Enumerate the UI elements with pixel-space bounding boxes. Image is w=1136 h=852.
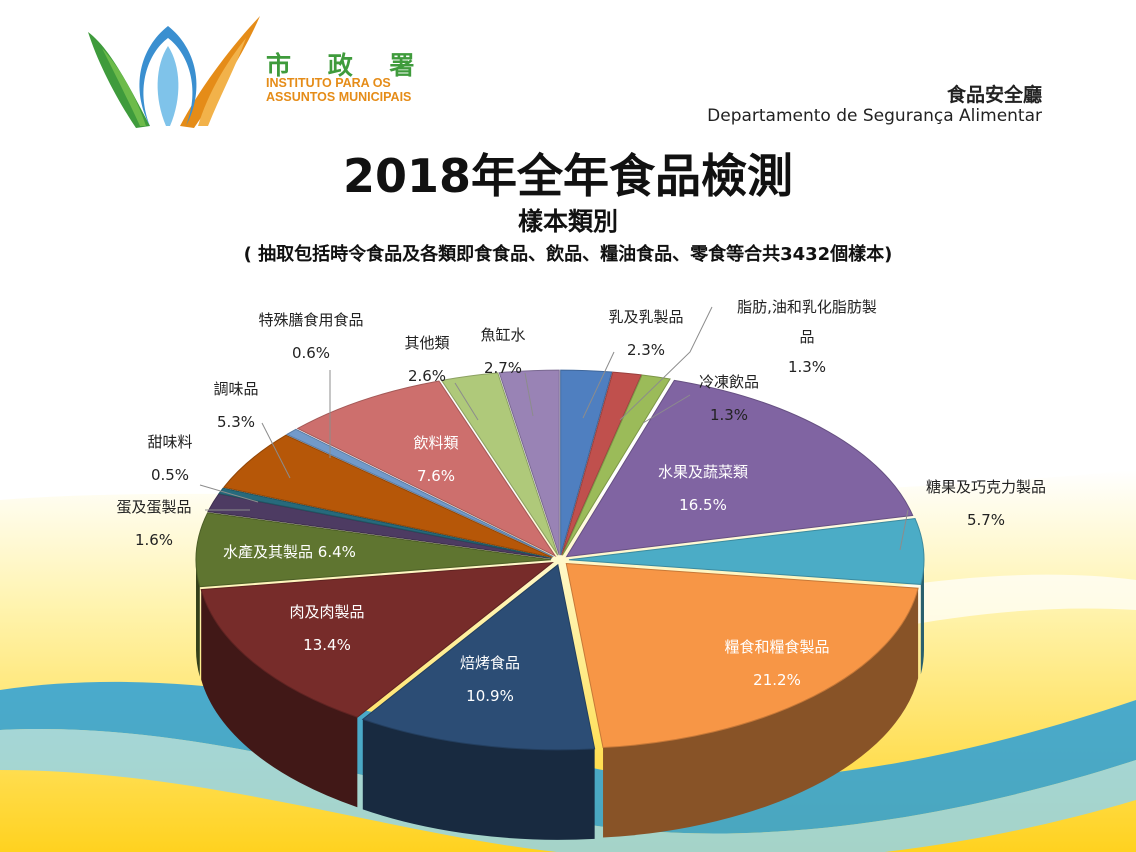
slice-15-leader-line bbox=[524, 372, 534, 417]
slice-14-value: 2.6% bbox=[408, 367, 446, 385]
slice-7-name: 肉及肉製品 bbox=[289, 603, 364, 621]
municipal-logo-icon bbox=[88, 16, 260, 128]
slice-8-top bbox=[195, 512, 552, 588]
slice-9-value: 1.6% bbox=[135, 531, 173, 549]
slice-2-top bbox=[561, 374, 671, 556]
slice-1-name: 脂肪,油和乳化脂肪製 bbox=[737, 298, 877, 316]
slice-12-top bbox=[285, 428, 554, 558]
slice-15-label: 魚缸水 2.7% bbox=[480, 326, 525, 377]
slice-11-name: 調味品 bbox=[213, 380, 258, 398]
slice-14-top bbox=[440, 372, 559, 556]
slice-5-label: 糧食和糧食製品 21.2% bbox=[724, 638, 829, 689]
chart-title: 2018年全年食品檢測 bbox=[342, 149, 794, 203]
slice-2-name: 冷凍飲品 bbox=[699, 373, 759, 391]
logo-chinese-name: 市 政 署 bbox=[266, 51, 429, 80]
slice-5-top bbox=[565, 563, 919, 749]
slice-8-side bbox=[196, 559, 200, 677]
department-chinese: 食品安全廳 bbox=[946, 84, 1042, 106]
slice-7-label: 肉及肉製品 13.4% bbox=[289, 603, 364, 654]
pie-slice-tops bbox=[195, 369, 925, 751]
slice-7-top bbox=[200, 562, 555, 718]
slice-13-name: 飲料類 bbox=[413, 434, 458, 452]
slice-10-leader-line bbox=[199, 484, 259, 503]
slice-13-label: 飲料類 7.6% bbox=[413, 434, 458, 485]
slice-10-label: 甜味料 0.5% bbox=[147, 433, 192, 484]
chart-note: ( 抽取包括時令食品及各類即食食品、飲品、糧油食品、零食等合共3432個樣本) bbox=[243, 244, 893, 265]
slice-4-top bbox=[568, 517, 925, 585]
slice-0-label: 乳及乳製品 2.3% bbox=[608, 308, 683, 359]
slice-14-name: 其他類 bbox=[404, 334, 449, 352]
slice-5-name: 糧食和糧食製品 bbox=[724, 638, 829, 656]
logo-portuguese-name: INSTITUTO PARA OS ASSUNTOS MUNICIPAIS bbox=[266, 76, 466, 104]
slice-3-label: 水果及蔬菜類 16.5% bbox=[658, 463, 748, 514]
slice-7-value: 13.4% bbox=[303, 636, 351, 654]
slice-12-name: 特殊膳食用食品 bbox=[258, 311, 363, 329]
slice-13-top bbox=[296, 380, 557, 558]
slice-0-name: 乳及乳製品 bbox=[608, 308, 683, 326]
slice-12-value: 0.6% bbox=[292, 344, 330, 362]
logo-portuguese-line1: INSTITUTO PARA OS bbox=[266, 76, 391, 90]
slice-11-top bbox=[222, 434, 553, 558]
logo-portuguese-line2: ASSUNTOS MUNICIPAIS bbox=[266, 90, 412, 104]
chart-subtitle: 樣本類別 bbox=[517, 207, 618, 236]
slice-1-leader-line bbox=[619, 306, 713, 421]
slice-9-label: 蛋及蛋製品 1.6% bbox=[116, 498, 191, 549]
slice-6-top bbox=[361, 563, 596, 751]
slice-3-top bbox=[565, 379, 914, 558]
slice-13-value: 7.6% bbox=[417, 467, 455, 485]
slice-15-top bbox=[498, 369, 560, 556]
slice-5-value: 21.2% bbox=[753, 671, 801, 689]
slice-7-side bbox=[201, 589, 358, 808]
slice-15-value: 2.7% bbox=[484, 359, 522, 377]
slice-1-value: 1.3% bbox=[788, 358, 826, 376]
slice-3-value: 16.5% bbox=[679, 496, 727, 514]
slice-4-label: 糖果及巧克力製品 5.7% bbox=[926, 478, 1046, 529]
slice-0-top bbox=[560, 369, 613, 556]
slice-4-name: 糖果及巧克力製品 bbox=[926, 478, 1046, 496]
slice-0-leader-line bbox=[582, 351, 615, 419]
slice-11-leader-line bbox=[261, 422, 291, 479]
slice-15-name: 魚缸水 bbox=[480, 326, 525, 344]
slice-14-label: 其他類 2.6% bbox=[404, 334, 449, 385]
slice-11-label: 調味品 5.3% bbox=[213, 380, 258, 431]
slice-8-name: 水產及其製品 bbox=[223, 543, 318, 561]
slice-9-name: 蛋及蛋製品 bbox=[116, 498, 191, 516]
slice-1-label: 脂肪,油和乳化脂肪製品 1.3% bbox=[737, 298, 877, 376]
slice-6-label: 焙烤食品 10.9% bbox=[460, 654, 520, 705]
slice-11-value: 5.3% bbox=[217, 413, 255, 431]
slice-6-value: 10.9% bbox=[466, 687, 514, 705]
slice-8-label: 水產及其製品 6.4% bbox=[223, 543, 356, 561]
slice-2-label: 冷凍飲品 1.3% bbox=[699, 373, 759, 424]
slice-4-leader-line bbox=[899, 509, 909, 551]
slice-2-value: 1.3% bbox=[710, 406, 748, 424]
slice-8-value: 6.4% bbox=[318, 543, 356, 561]
department-portuguese: Departamento de Segurança Alimentar bbox=[707, 106, 1042, 126]
slice-4-side bbox=[920, 559, 924, 675]
slice-12-label: 特殊膳食用食品 0.6% bbox=[258, 311, 363, 362]
slice-6-name: 焙烤食品 bbox=[460, 654, 520, 672]
slice-1-name-end: 品 bbox=[799, 328, 814, 346]
slice-5-side bbox=[603, 588, 919, 838]
pie-labels: 乳及乳製品 2.3% 脂肪,油和乳化脂肪製品 1.3% 冷凍飲品 1.3% 水果及蔬菜類 16… bbox=[116, 298, 1046, 705]
slice-3-name: 水果及蔬菜類 bbox=[658, 463, 748, 481]
slice-14-leader-line bbox=[454, 382, 479, 421]
slice-4-value: 5.7% bbox=[967, 511, 1005, 529]
slice-10-value: 0.5% bbox=[151, 466, 189, 484]
slice-10-name: 甜味料 bbox=[147, 433, 192, 451]
slice-2-leader-line bbox=[642, 394, 691, 424]
slice-0-value: 2.3% bbox=[627, 341, 665, 359]
slice-1-top bbox=[561, 371, 643, 556]
